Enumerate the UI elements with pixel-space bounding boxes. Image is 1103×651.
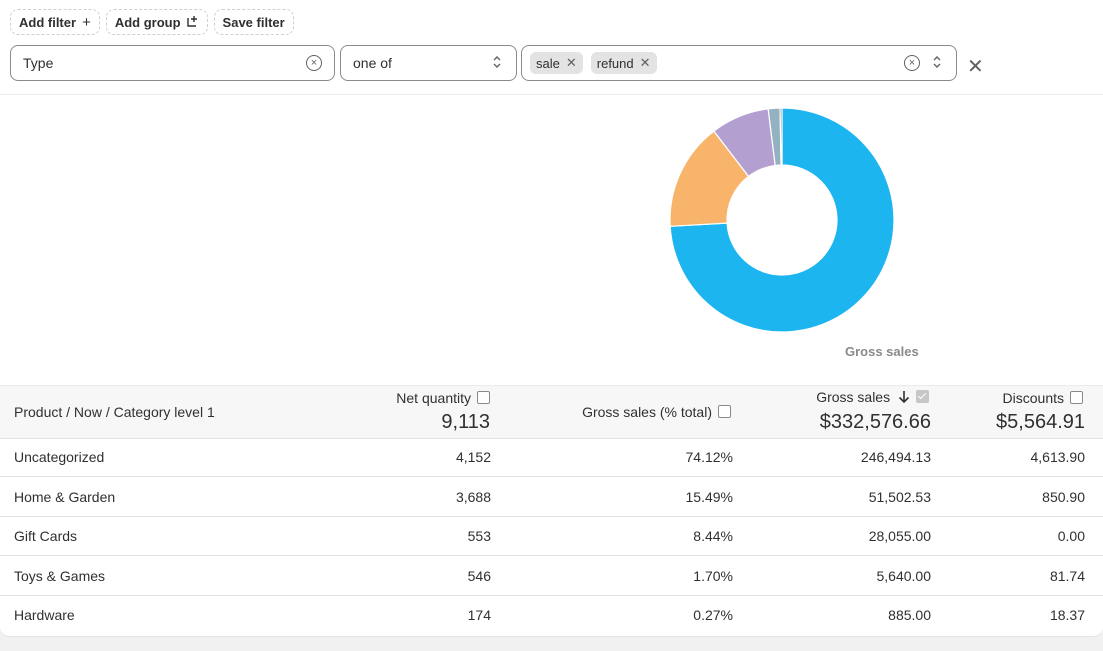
- filter-field-select[interactable]: Type ×: [10, 45, 335, 81]
- row-gross-sales-pct: 74.12%: [685, 449, 733, 465]
- divider: [0, 94, 1103, 95]
- chart-title: Gross sales: [845, 344, 919, 359]
- add-filter-button[interactable]: Add filter +: [10, 9, 100, 35]
- row-discounts: 4,613.90: [1030, 449, 1086, 465]
- column-label: Discounts: [1002, 390, 1064, 406]
- table-header: Product / Now / Category level 1 Net qua…: [0, 385, 1103, 439]
- sort-descending-icon[interactable]: [898, 390, 910, 407]
- column-checkbox[interactable]: [477, 391, 490, 404]
- row-gross-sales-pct: 8.44%: [693, 528, 733, 544]
- row-discounts: 850.90: [1042, 489, 1085, 505]
- chip-label: sale: [536, 55, 560, 71]
- row-gross-sales: 28,055.00: [868, 528, 931, 544]
- column-label: Gross sales (% total): [582, 404, 712, 420]
- row-net-quantity: 553: [467, 528, 491, 544]
- donut-slice-hardware[interactable]: [779, 107, 783, 166]
- table-row[interactable]: Home & Garden 3,688 15.49% 51,502.53 850…: [0, 477, 1103, 517]
- plus-icon: +: [82, 13, 91, 31]
- table-row[interactable]: Hardware 174 0.27% 885.00 18.37: [0, 595, 1103, 634]
- table-row[interactable]: Uncategorized 4,152 74.12% 246,494.13 4,…: [0, 437, 1103, 477]
- column-header-gross-sales[interactable]: Gross sales: [816, 389, 929, 407]
- add-group-button[interactable]: Add group: [105, 9, 208, 35]
- row-gross-sales-pct: 0.27%: [693, 607, 733, 623]
- filter-values-select[interactable]: sale ✕ refund ✕ ×: [521, 45, 957, 81]
- total-discounts: $5,564.91: [996, 411, 1085, 433]
- row-gross-sales: 51,502.53: [868, 489, 931, 505]
- row-name: Gift Cards: [14, 528, 78, 544]
- chevron-updown-icon: [492, 54, 502, 72]
- column-checkbox[interactable]: [718, 405, 731, 418]
- row-gross-sales: 246,494.13: [860, 449, 931, 465]
- row-name: Toys & Games: [14, 568, 106, 584]
- clear-values-icon[interactable]: ×: [904, 55, 920, 71]
- row-gross-sales-pct: 15.49%: [685, 489, 733, 505]
- row-gross-sales: 885.00: [888, 607, 931, 623]
- column-checkbox[interactable]: [1070, 391, 1083, 404]
- dimension-header[interactable]: Product / Now / Category level 1: [14, 404, 215, 420]
- row-name: Hardware: [14, 607, 75, 623]
- clear-field-icon[interactable]: ×: [306, 55, 322, 71]
- save-filter-label: Save filter: [222, 14, 285, 30]
- column-label: Gross sales: [816, 389, 891, 405]
- value-chip-refund: refund ✕: [590, 52, 657, 74]
- add-group-label: Add group: [114, 14, 181, 30]
- row-name: Uncategorized: [14, 449, 105, 465]
- remove-filter-icon[interactable]: ✕: [967, 56, 984, 78]
- value-chip-sale: sale ✕: [530, 52, 583, 74]
- total-gross-sales: $332,576.66: [819, 411, 931, 433]
- column-header-net-quantity[interactable]: Net quantity: [396, 390, 490, 406]
- table-row[interactable]: Toys & Games 546 1.70% 5,640.00 81.74: [0, 556, 1103, 596]
- column-label: Net quantity: [396, 390, 471, 406]
- row-net-quantity: 4,152: [455, 449, 491, 465]
- filter-operator-value: one of: [353, 55, 392, 71]
- save-filter-button[interactable]: Save filter: [213, 9, 294, 35]
- row-discounts: 18.37: [1049, 607, 1085, 623]
- add-group-icon: [186, 15, 199, 30]
- row-discounts: 81.74: [1049, 568, 1085, 584]
- add-filter-label: Add filter: [19, 14, 77, 30]
- row-gross-sales-pct: 1.70%: [693, 568, 733, 584]
- chevron-updown-icon: [932, 54, 942, 72]
- column-header-discounts[interactable]: Discounts: [1003, 390, 1083, 406]
- row-net-quantity: 546: [467, 568, 491, 584]
- filter-field-value: Type: [23, 55, 54, 71]
- report-card: Add filter + Add group Save filter Type …: [0, 0, 1103, 637]
- gross-sales-donut-chart: [660, 100, 900, 340]
- row-name: Home & Garden: [14, 489, 116, 505]
- row-gross-sales: 5,640.00: [876, 568, 932, 584]
- chip-label: refund: [596, 55, 634, 71]
- column-header-gross-sales-pct[interactable]: Gross sales (% total): [582, 404, 731, 420]
- remove-chip-icon[interactable]: ✕: [639, 55, 651, 70]
- total-net-quantity: 9,113: [441, 411, 490, 433]
- row-net-quantity: 3,688: [455, 489, 491, 505]
- row-net-quantity: 174: [467, 607, 491, 623]
- table-row[interactable]: Gift Cards 553 8.44% 28,055.00 0.00: [0, 516, 1103, 556]
- filter-toolbar: Add filter + Add group Save filter: [10, 9, 294, 35]
- row-discounts: 0.00: [1057, 528, 1085, 544]
- donut-slice-uncategorized[interactable]: [669, 107, 895, 333]
- filter-operator-select[interactable]: one of: [340, 45, 517, 81]
- remove-chip-icon[interactable]: ✕: [565, 55, 577, 70]
- donut-svg: [669, 107, 895, 333]
- column-checkbox[interactable]: [916, 390, 929, 403]
